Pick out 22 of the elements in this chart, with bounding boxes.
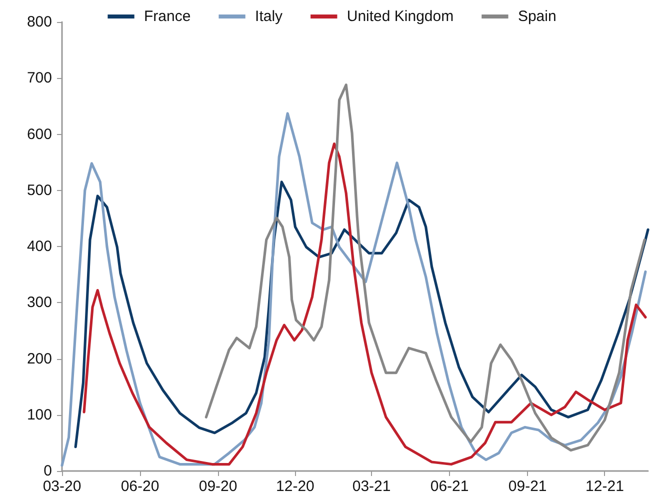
y-tick-label: 800 [26, 14, 52, 30]
x-tick-label: 12-20 [276, 478, 314, 495]
legend-label: Spain [518, 8, 556, 25]
x-tick-label: 09-21 [508, 478, 547, 495]
legend-label: Italy [255, 8, 284, 25]
y-tick-label: 500 [26, 182, 52, 199]
x-tick-label: 12-21 [586, 478, 624, 495]
x-tick-label: 06-20 [120, 478, 160, 495]
x-tick-label: 06-21 [430, 478, 469, 495]
y-tick-label: 600 [26, 126, 52, 143]
x-tick-label: 03-21 [352, 478, 391, 495]
legend-label: United Kingdom [346, 8, 454, 25]
y-tick-label: 700 [26, 70, 52, 87]
legend-label: France [144, 8, 191, 25]
x-tick-label: 09-20 [198, 478, 238, 495]
y-tick-label: 100 [26, 406, 52, 424]
x-tick-label: 03-20 [42, 478, 82, 495]
y-tick-label: 400 [26, 238, 52, 255]
line-series [204, 84, 646, 452]
y-tick-label: 200 [26, 350, 52, 368]
y-tick-label: 0 [44, 462, 52, 480]
y-tick-label: 300 [26, 294, 52, 312]
